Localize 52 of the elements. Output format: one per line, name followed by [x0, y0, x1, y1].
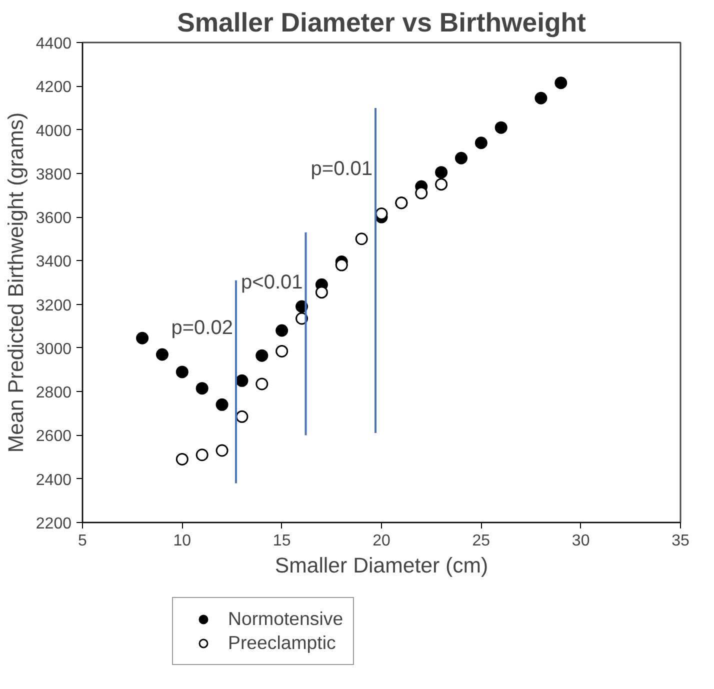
point [454, 152, 468, 164]
x-tick-label: 5 [78, 532, 88, 550]
point [136, 332, 149, 344]
point [236, 374, 248, 387]
point [435, 166, 448, 179]
legend-label: Normotensive [228, 608, 344, 630]
annotation: p<0.01 [241, 271, 303, 294]
y-tick-label: 3000 [36, 340, 72, 358]
point [554, 76, 568, 90]
point [315, 286, 328, 299]
y-tick-label: 3600 [36, 210, 72, 228]
point [176, 452, 188, 466]
y-tick-label: 3400 [36, 254, 72, 271]
point [335, 258, 348, 272]
y-tick-label: 2800 [36, 384, 72, 402]
point [236, 410, 248, 423]
x-tick-label: 10 [173, 532, 192, 550]
y-tick-label: 4200 [36, 79, 72, 96]
chart-title: Smaller Diameter vs Birthweight [177, 8, 586, 38]
point [256, 378, 268, 390]
y-tick-label: 2600 [36, 428, 72, 446]
point [474, 136, 488, 150]
y-tick-label: 4400 [36, 36, 72, 52]
point [156, 348, 168, 361]
y-tick-label: 4000 [36, 122, 72, 140]
annotation: p=0.02 [171, 317, 233, 340]
point [355, 232, 368, 246]
point [196, 382, 208, 395]
x-tick-label: 30 [572, 532, 590, 550]
point [494, 121, 508, 134]
y-tick-label: 3200 [36, 297, 72, 314]
x-axis-title: Smaller Diameter (cm) [274, 554, 488, 578]
point [276, 344, 288, 358]
x-tick-label: 20 [372, 532, 390, 550]
point [435, 178, 448, 191]
point [276, 324, 288, 337]
point [216, 398, 228, 411]
point [176, 366, 188, 378]
legend-label: Preeclamptic [228, 632, 336, 654]
point [216, 444, 228, 457]
point [534, 92, 548, 104]
x-tick-label: 35 [672, 532, 690, 550]
point [196, 448, 208, 462]
y-tick-label: 3800 [36, 166, 72, 184]
x-tick-label: 15 [272, 532, 291, 550]
point [256, 349, 268, 362]
y-tick-label: 2200 [36, 516, 72, 532]
y-tick-label: 2400 [36, 472, 72, 489]
point [415, 186, 428, 200]
annotation: p=0.01 [310, 158, 373, 180]
x-tick-label: 25 [472, 532, 490, 550]
y-axis-title: Mean Predicted Birthweight (grams) [4, 112, 28, 453]
